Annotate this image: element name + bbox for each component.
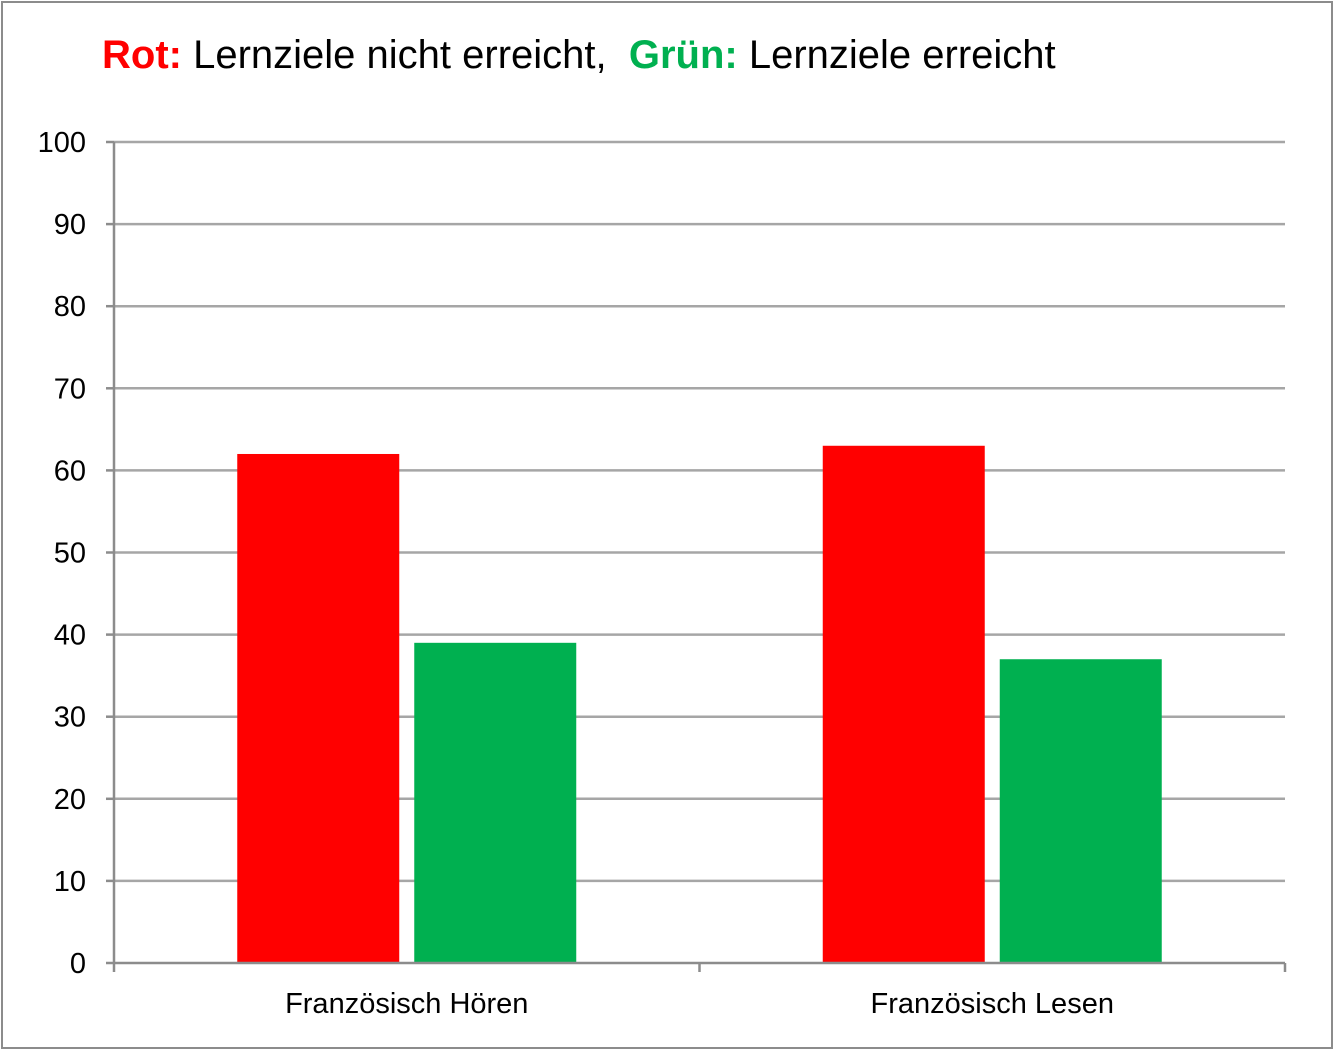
y-tick-label-80: 80 (54, 291, 86, 323)
bar-green-1 (999, 659, 1162, 963)
y-tick-label-20: 20 (54, 784, 86, 816)
y-tick-label-30: 30 (54, 702, 86, 734)
y-tick-label-10: 10 (54, 866, 86, 898)
y-tick-label-0: 0 (70, 948, 86, 980)
y-tick-label-60: 60 (54, 455, 86, 487)
bar-red-1 (822, 445, 985, 963)
y-tick-label-100: 100 (38, 127, 86, 159)
x-category-label-0: Französisch Hören (285, 988, 528, 1020)
x-category-label-1: Französisch Lesen (871, 988, 1114, 1020)
title-text-red: Lernziele nicht erreicht, (181, 33, 629, 77)
bar-red-0 (237, 453, 400, 963)
axes (106, 140, 1287, 972)
y-tick-label-90: 90 (54, 209, 86, 241)
title-text-green: Lernziele erreicht (737, 33, 1056, 77)
chart-title: Rot: Lernziele nicht erreicht, Grün: Ler… (102, 30, 1056, 80)
title-key-red: Rot: (102, 33, 182, 77)
bar-green-0 (414, 642, 577, 963)
title-key-green: Grün: (628, 33, 738, 77)
y-tick-label-70: 70 (54, 373, 86, 405)
y-tick-label-40: 40 (54, 620, 86, 652)
y-tick-label-50: 50 (54, 538, 86, 570)
axis-labels: 0 10 20 30 40 50 60 70 80 90 100 Französisch Hören F… (38, 127, 1114, 1020)
bars (237, 445, 1162, 963)
